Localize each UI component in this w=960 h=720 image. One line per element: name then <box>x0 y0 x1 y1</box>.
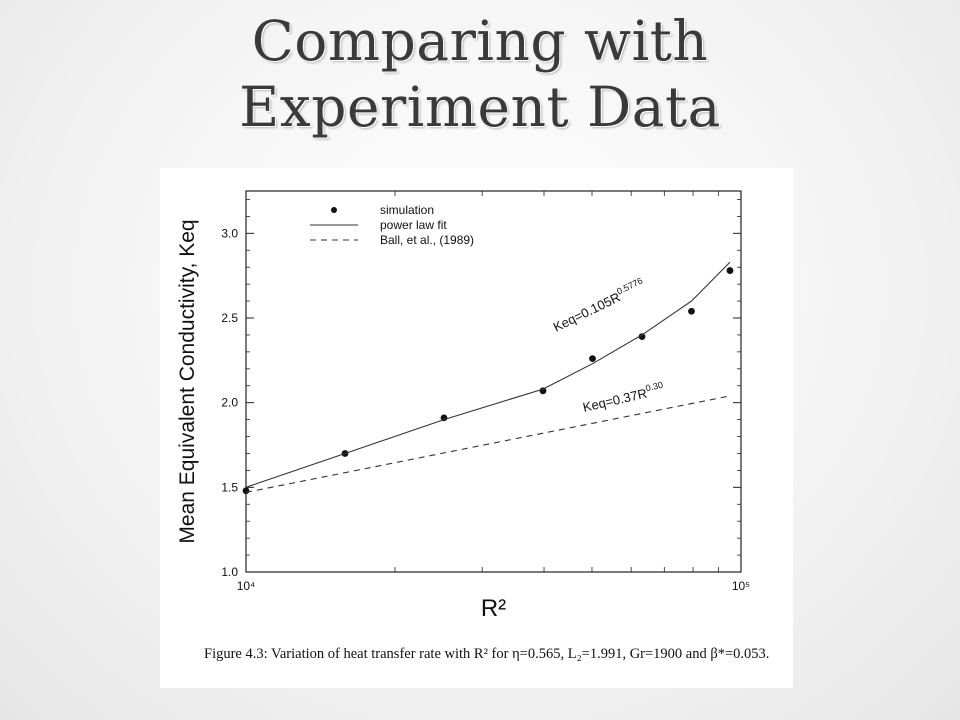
simulation-point <box>589 355 596 363</box>
figure-panel: 1.0 1.5 2.0 2.5 3.0 10⁴ 10⁵ R² Mean Equivalent C… <box>160 168 793 688</box>
slide-title-line-1: Comparing with <box>251 9 709 73</box>
ball-1989-line <box>245 395 731 493</box>
simulation-point <box>688 307 695 315</box>
simulation-point <box>638 333 646 341</box>
simulation-point <box>242 487 250 495</box>
y-tick-label: 2.5 <box>221 311 238 325</box>
y-axis-label: Mean Equivalent Conductivity, Keq <box>176 219 199 543</box>
equation-label: Keq=0.37R0.30 <box>581 380 666 415</box>
plot-frame <box>245 190 742 573</box>
y-tick-label: 2.0 <box>221 396 238 410</box>
legend-label: Ball, et al., (1989) <box>380 233 474 247</box>
legend-label: power law fit <box>380 218 447 232</box>
slide-title-line-2: Experiment Data <box>239 75 721 139</box>
y-tick-label: 1.5 <box>221 480 238 494</box>
x-axis-label: R² <box>481 595 506 622</box>
power-law-fit-line <box>245 261 731 488</box>
equation-label: Keq=0.105R0.5776 <box>550 275 648 334</box>
legend-marker <box>331 207 337 213</box>
y-tick-label: 1.0 <box>221 565 238 579</box>
simulation-point <box>726 267 734 274</box>
x-tick-label: 10⁵ <box>732 579 750 593</box>
slide-title: Comparing with Experiment Data <box>0 8 960 140</box>
chart: 1.0 1.5 2.0 2.5 3.0 10⁴ 10⁵ R² Mean Equivalent C… <box>176 190 750 622</box>
legend-label: simulation <box>380 203 434 217</box>
figure-caption: Figure 4.3: Variation of heat transfer r… <box>204 646 770 662</box>
y-tick-label: 3.0 <box>221 226 238 240</box>
x-tick-label: 10⁴ <box>237 579 256 593</box>
